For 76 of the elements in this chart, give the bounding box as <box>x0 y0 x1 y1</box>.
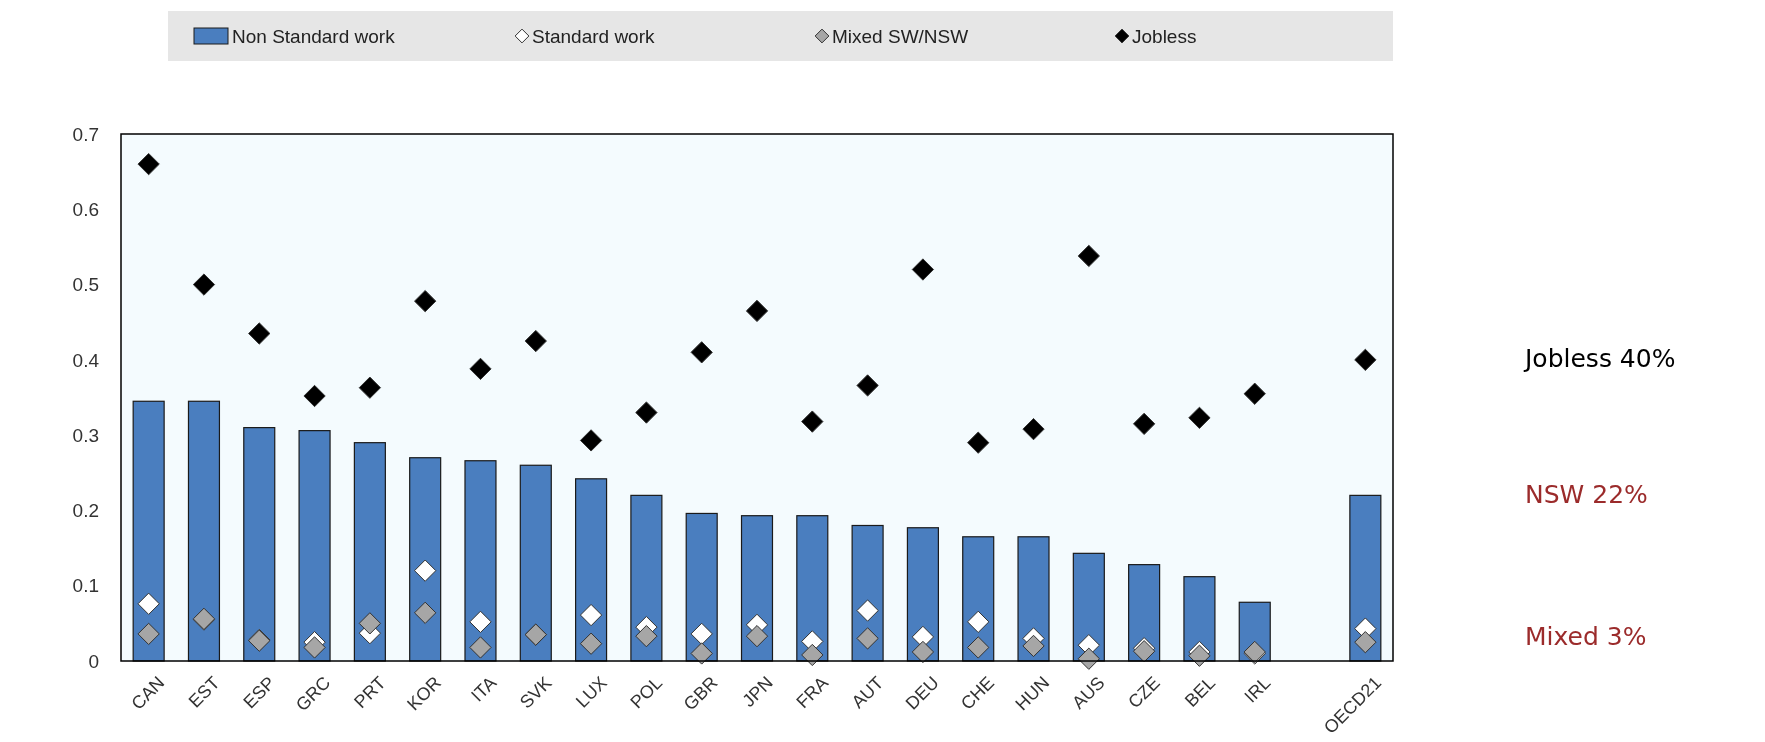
x-tick-label: IRL <box>1240 672 1275 707</box>
point <box>690 341 713 364</box>
x-tick-label: FRA <box>792 672 833 713</box>
point <box>1022 417 1045 441</box>
bar <box>187 400 221 662</box>
y-tick-label: 0 <box>88 650 99 672</box>
point <box>137 152 160 176</box>
point <box>414 289 437 313</box>
bar <box>132 400 165 662</box>
bar <box>630 494 663 662</box>
point <box>303 384 326 408</box>
y-tick-label: 0.5 <box>72 274 99 296</box>
x-tick-label: POL <box>626 672 667 713</box>
y-tick-label: 0.6 <box>72 198 99 220</box>
point <box>1022 634 1045 658</box>
point <box>911 640 935 664</box>
text: NSW 22% <box>1525 479 1648 509</box>
point <box>801 643 824 667</box>
bar <box>519 464 552 662</box>
point <box>1077 244 1100 268</box>
legend-label: Mixed SW/NSW <box>832 25 969 47</box>
bar <box>464 460 497 662</box>
point <box>1243 382 1266 405</box>
point <box>358 376 382 399</box>
point <box>856 627 879 650</box>
point <box>745 625 769 648</box>
y-tick-label: 0.1 <box>72 575 99 597</box>
bar <box>298 430 331 662</box>
point <box>856 374 879 397</box>
point <box>524 329 547 353</box>
point <box>579 632 603 655</box>
bar <box>243 427 276 662</box>
point <box>579 603 603 627</box>
point <box>192 273 216 296</box>
legend-label: Standard work <box>532 25 656 47</box>
point <box>745 299 769 323</box>
text: Mixed 3% <box>1525 621 1647 651</box>
point <box>635 401 658 424</box>
x-tick-label: ITA <box>467 672 501 706</box>
point <box>1188 406 1211 429</box>
point <box>248 322 271 345</box>
point <box>579 429 603 452</box>
point <box>414 559 437 582</box>
y-tick-label: 0.3 <box>72 424 99 446</box>
point <box>137 622 160 646</box>
point <box>414 601 437 624</box>
x-tick-label: BEL <box>1180 672 1220 711</box>
y-tick-label: 0.7 <box>72 123 99 145</box>
point <box>1354 631 1377 654</box>
legend-label: Non Standard work <box>232 25 396 47</box>
bar <box>575 478 608 662</box>
y-tick-label: 0.2 <box>72 500 99 522</box>
point <box>967 610 990 633</box>
point <box>967 431 990 454</box>
point <box>856 599 879 622</box>
point <box>469 636 492 659</box>
legend-label: Jobless <box>1132 25 1197 47</box>
point <box>1354 348 1377 371</box>
point <box>469 610 492 633</box>
point <box>137 592 160 615</box>
point <box>690 622 713 646</box>
point <box>1132 412 1156 435</box>
point <box>801 410 824 433</box>
bar <box>409 457 442 662</box>
point <box>469 357 492 381</box>
y-tick-label: 0.4 <box>72 349 100 371</box>
point <box>911 258 935 281</box>
text: Jobless 40% <box>1523 343 1676 373</box>
point <box>303 636 326 659</box>
point <box>1077 647 1100 670</box>
point <box>635 625 658 648</box>
bar <box>1349 494 1382 662</box>
bar <box>353 442 386 662</box>
point <box>358 612 382 635</box>
point <box>690 642 713 665</box>
point <box>967 636 990 659</box>
